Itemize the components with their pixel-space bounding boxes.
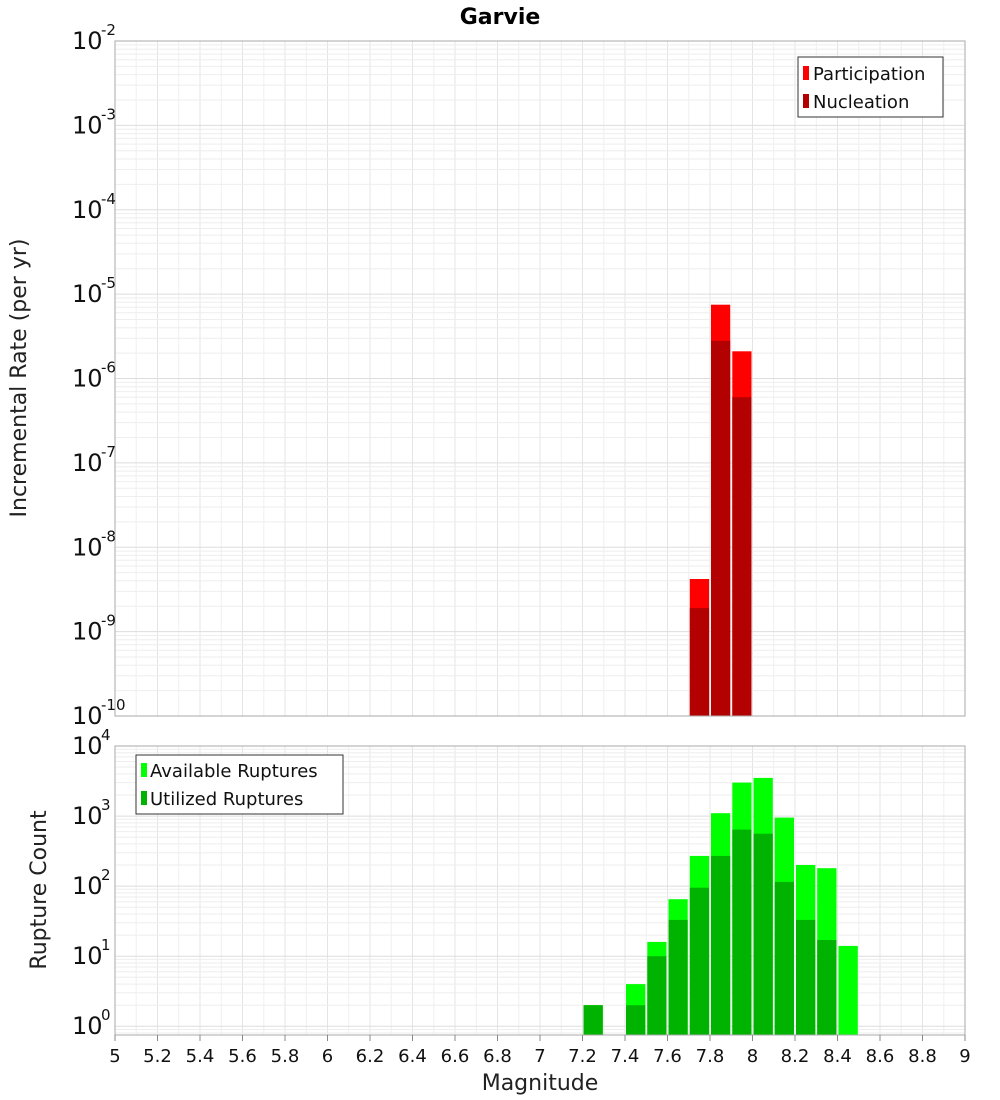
x-tick-label: 9 (959, 1046, 970, 1067)
x-tick-label: 6.4 (398, 1046, 427, 1067)
top-grid (114, 41, 966, 717)
y-tick-exponent: 4 (101, 726, 111, 744)
y-tick-label: 10 (72, 27, 103, 55)
x-ticks: 5 5.2 5.4 5.6 5.8 6 6.2 6.4 6.6 6.8 7 7.2 7.4 7.6 7.8 8… (109, 1035, 971, 1067)
legend-label-utilized-ruptures: Utilized Ruptures (150, 789, 303, 810)
y-tick-label: 10 (72, 802, 103, 830)
x-tick-label: 7.4 (611, 1046, 640, 1067)
x-tick-label: 6.2 (356, 1046, 385, 1067)
x-tick-label: 5.4 (186, 1046, 215, 1067)
y-tick-label: 10 (72, 1012, 103, 1040)
legend-label-participation: Participation (813, 64, 925, 85)
y-tick-exponent: -10 (101, 696, 126, 714)
x-tick-label: 7.2 (568, 1046, 597, 1067)
bottom-legend-box (135, 754, 344, 815)
x-tick-label: 6.8 (483, 1046, 512, 1067)
y-tick-exponent: -5 (101, 274, 116, 292)
y-tick-exponent: -3 (101, 105, 116, 123)
bar-nucleation (711, 340, 731, 716)
bottom-y-axis-label: Rupture Count (27, 810, 52, 970)
y-tick-exponent: 0 (101, 1006, 111, 1024)
x-tick-label: 5 (109, 1046, 120, 1067)
y-tick-label: 10 (72, 196, 103, 224)
bar-utilized-ruptures (774, 881, 794, 1035)
top-legend: Participation Nucleation (797, 56, 944, 118)
x-tick-label: 8.6 (866, 1046, 895, 1067)
x-tick-label: 5.6 (228, 1046, 257, 1067)
y-tick-exponent: -4 (101, 190, 116, 208)
x-tick-label: 6.6 (441, 1046, 470, 1067)
y-tick-label: 10 (72, 365, 103, 393)
y-tick-exponent: 2 (101, 866, 111, 884)
y-tick-exponent: 3 (101, 796, 111, 814)
bar-utilized-ruptures (668, 919, 688, 1035)
x-tick-label: 5.2 (143, 1046, 172, 1067)
bottom-bars (583, 777, 858, 1035)
x-tick-label: 7.8 (696, 1046, 725, 1067)
x-axis-label: Magnitude (482, 1071, 599, 1096)
y-tick-label: 10 (72, 533, 103, 561)
y-tick-exponent: -9 (101, 612, 116, 630)
bar-utilized-ruptures (817, 940, 837, 1035)
bottom-legend: Available Ruptures Utilized Ruptures (135, 754, 344, 815)
legend-label-available-ruptures: Available Ruptures (150, 761, 318, 782)
top-legend-box (797, 56, 944, 118)
bar-nucleation (732, 397, 752, 716)
y-tick-label: 10 (72, 942, 103, 970)
x-tick-label: 7 (534, 1046, 545, 1067)
legend-swatch-nucleation (803, 94, 809, 108)
y-tick-label: 10 (72, 732, 103, 760)
y-tick-label: 10 (72, 702, 103, 730)
y-tick-exponent: -7 (101, 443, 116, 461)
y-tick-label: 10 (72, 872, 103, 900)
top-y-axis-label: Incremental Rate (per yr) (7, 239, 32, 518)
x-tick-label: 6 (322, 1046, 333, 1067)
y-tick-exponent: -8 (101, 527, 116, 545)
x-tick-label: 8.2 (781, 1046, 810, 1067)
bar-utilized-ruptures (583, 1005, 603, 1035)
y-tick-label: 10 (72, 280, 103, 308)
y-tick-label: 10 (72, 111, 103, 139)
bar-utilized-ruptures (753, 833, 773, 1035)
x-tick-label: 8.4 (823, 1046, 852, 1067)
x-tick-label: 8.8 (908, 1046, 937, 1067)
bar-utilized-ruptures (732, 829, 752, 1035)
x-tick-label: 7.6 (653, 1046, 682, 1067)
y-tick-exponent: 1 (101, 936, 111, 954)
y-tick-exponent: -6 (101, 359, 116, 377)
y-tick-label: 10 (72, 618, 103, 646)
legend-swatch-available-ruptures (141, 763, 147, 777)
y-tick-exponent: -2 (101, 21, 116, 39)
top-bars (689, 304, 752, 716)
bar-utilized-ruptures (689, 887, 710, 1035)
chart-title: Garvie (460, 5, 541, 30)
bar-utilized-ruptures (626, 1005, 646, 1035)
bar-utilized-ruptures (796, 919, 816, 1035)
legend-swatch-utilized-ruptures (141, 791, 147, 805)
legend-swatch-participation (803, 66, 809, 80)
x-tick-label: 5.8 (271, 1046, 300, 1067)
y-tick-label: 10 (72, 449, 103, 477)
x-tick-label: 8 (747, 1046, 758, 1067)
legend-label-nucleation: Nucleation (813, 92, 909, 113)
bar-available-ruptures (838, 945, 858, 1035)
top-plot-frame (114, 40, 966, 717)
bar-nucleation (689, 608, 710, 716)
bar-utilized-ruptures (647, 956, 667, 1035)
bar-utilized-ruptures (711, 855, 731, 1035)
